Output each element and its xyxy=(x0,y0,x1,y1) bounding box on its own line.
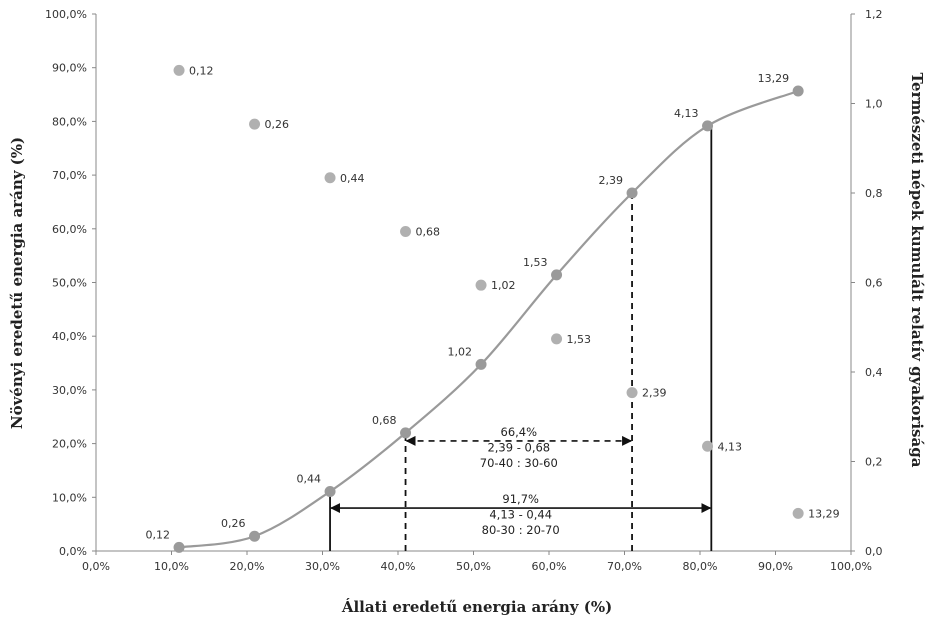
scatter-point-label: 1,53 xyxy=(567,333,592,346)
scatter-point-label: 1,02 xyxy=(491,279,516,292)
scatter-point-label: 4,13 xyxy=(718,440,743,453)
line-point xyxy=(626,187,638,199)
line-point-label: 1,02 xyxy=(448,345,473,358)
y-right-tick-label: 1,2 xyxy=(865,8,883,21)
line-point xyxy=(400,427,412,439)
x-axis-title: Állati eredetű energia arány (%) xyxy=(341,598,612,616)
x-tick-label: 80,0% xyxy=(683,560,718,573)
x-tick-label: 100,0% xyxy=(830,560,872,573)
y-right-tick-label: 0,8 xyxy=(865,187,883,200)
y-left-tick-label: 10,0% xyxy=(52,491,87,504)
line-point xyxy=(551,269,563,281)
scatter-point xyxy=(324,172,336,184)
y-left-tick-label: 80,0% xyxy=(52,115,87,128)
line-point xyxy=(475,358,487,370)
line-point xyxy=(792,85,804,97)
line-point-label: 0,26 xyxy=(221,517,246,530)
line-point-label: 0,12 xyxy=(146,528,171,541)
y-left-tick-label: 90,0% xyxy=(52,62,87,75)
x-tick-label: 30,0% xyxy=(305,560,340,573)
scatter-point xyxy=(702,440,714,452)
x-tick-label: 40,0% xyxy=(381,560,416,573)
y-right-tick-label: 0,6 xyxy=(865,277,883,290)
scatter-point-label: 2,39 xyxy=(642,387,667,400)
line-point xyxy=(702,120,714,132)
y-left-tick-label: 20,0% xyxy=(52,438,87,451)
x-tick-label: 20,0% xyxy=(230,560,265,573)
scatter-point xyxy=(626,387,638,399)
y-axis-title-left: Növényi eredetű energia arány (%) xyxy=(8,137,26,429)
y-left-tick-label: 0,0% xyxy=(59,545,87,558)
y-right-tick-label: 0,4 xyxy=(865,366,883,379)
x-tick-label: 60,0% xyxy=(532,560,567,573)
scatter-point-label: 13,29 xyxy=(808,507,840,520)
range-solid-label: 80-30 : 20-70 xyxy=(482,523,560,537)
y-left-tick-label: 50,0% xyxy=(52,277,87,290)
line-point-label: 13,29 xyxy=(758,72,790,85)
y-left-tick-label: 30,0% xyxy=(52,384,87,397)
range-dashed-label: 2,39 - 0,68 xyxy=(487,440,550,454)
scatter-point-label: 0,12 xyxy=(189,64,214,77)
y-left-tick-label: 40,0% xyxy=(52,330,87,343)
line-point xyxy=(173,541,185,553)
y-right-tick-label: 1,0 xyxy=(865,98,883,111)
y-left-tick-label: 70,0% xyxy=(52,169,87,182)
line-point-label: 0,44 xyxy=(297,472,322,485)
x-tick-label: 90,0% xyxy=(758,560,793,573)
scatter-point-label: 0,68 xyxy=(416,225,441,238)
x-tick-label: 50,0% xyxy=(456,560,491,573)
y-right-tick-label: 0,0 xyxy=(865,545,883,558)
line-point-label: 4,13 xyxy=(674,107,699,120)
x-tick-label: 10,0% xyxy=(154,560,189,573)
line-point-label: 0,68 xyxy=(372,414,397,427)
scatter-point-label: 0,44 xyxy=(340,172,365,185)
scatter-point xyxy=(249,118,261,130)
scatter-point xyxy=(173,64,185,76)
range-solid-label: 4,13 - 0,44 xyxy=(489,508,552,522)
cumulative-line xyxy=(178,89,799,549)
range-solid-label: 91,7% xyxy=(502,492,539,506)
scatter-point xyxy=(475,279,487,291)
x-tick-label: 70,0% xyxy=(607,560,642,573)
range-dashed-label: 70-40 : 30-60 xyxy=(480,456,558,470)
range-dashed-label: 66,4% xyxy=(501,425,538,439)
x-tick-label: 0,0% xyxy=(82,560,110,573)
line-point xyxy=(249,530,261,542)
scatter-point xyxy=(792,507,804,519)
scatter-point xyxy=(400,225,412,237)
y-right-tick-label: 0,2 xyxy=(865,456,883,469)
line-point-label: 2,39 xyxy=(599,174,624,187)
y-left-tick-label: 60,0% xyxy=(52,223,87,236)
y-axis-title-right: Természeti népek kumulált relatív gyakor… xyxy=(908,73,926,468)
line-point xyxy=(324,485,336,497)
scatter-point xyxy=(551,333,563,345)
y-left-tick-label: 100,0% xyxy=(45,8,87,21)
scatter-point-label: 0,26 xyxy=(265,118,290,131)
line-point-label: 1,53 xyxy=(523,256,548,269)
